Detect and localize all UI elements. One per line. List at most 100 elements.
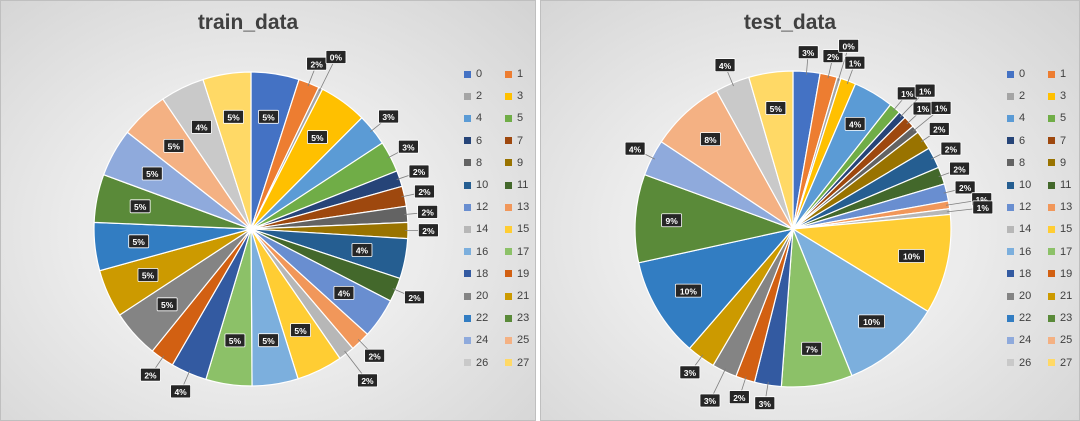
legend-entry-27: 27 <box>505 356 529 370</box>
data-label-box <box>679 365 701 380</box>
pie-data-labels: 5% 2% 0% 5% 3% 3% 2% 2% 2% 2% 4% 2% 4% 2% 2% 5% 5% 5% 4% 2%… <box>128 50 439 399</box>
legend-swatch <box>464 70 471 78</box>
legend-swatch <box>505 137 512 145</box>
data-label-box <box>930 100 952 115</box>
legend-swatch <box>1007 92 1014 100</box>
legend-entry-1: 1 <box>505 67 523 81</box>
legend-swatch <box>505 70 512 78</box>
legend-label: 24 <box>476 334 489 347</box>
legend-entry-14: 14 <box>1007 222 1031 236</box>
train-data-chart-panel: train_data 5% 2% 0% 5% 3% 3% 2% 2% 2% 2% 4% 2% 4% 2% 2… <box>0 0 536 421</box>
data-label-box <box>844 55 866 70</box>
data-label-box <box>954 180 976 195</box>
data-label-22: 10% <box>680 286 697 296</box>
legend-label: 4 <box>476 112 483 125</box>
legend-label: 21 <box>517 290 530 302</box>
legend-label: 1 <box>1060 68 1067 80</box>
legend-entry-19: 19 <box>505 267 529 281</box>
legend-label: 15 <box>517 223 530 236</box>
legend-swatch <box>1007 203 1014 211</box>
legend-swatch <box>505 203 512 211</box>
pie-slice-15 <box>791 213 952 313</box>
legend-entry-4: 4 <box>1007 111 1025 125</box>
legend-swatch <box>1007 181 1014 189</box>
legend-label: 22 <box>476 312 489 325</box>
legend-entry-22: 22 <box>1007 311 1031 325</box>
legend-label: 25 <box>517 334 530 347</box>
data-label-5: 3% <box>402 142 415 152</box>
legend-entry-27: 27 <box>1048 356 1072 370</box>
legend-label: 18 <box>1019 267 1032 280</box>
data-label-box <box>414 184 435 199</box>
legend-entry-16: 16 <box>1007 245 1031 259</box>
data-label-12: 2% <box>959 183 972 193</box>
legend-label: 16 <box>1019 245 1032 258</box>
legend-swatch <box>505 159 512 167</box>
data-label-box <box>258 333 279 348</box>
legend-label: 11 <box>517 179 529 191</box>
legend-label: 5 <box>517 112 524 125</box>
data-label-box <box>801 341 823 356</box>
legend-label: 15 <box>1060 223 1073 236</box>
legend-label: 2 <box>476 90 483 103</box>
data-label-box <box>858 314 885 329</box>
legend-label: 26 <box>476 356 489 369</box>
legend-label: 6 <box>476 134 483 147</box>
pie-data-labels: 3% 2%0%1%4%1% 1%1% 1%2%2%2%2%1%1%10%10%7%3%… <box>624 38 994 411</box>
legend-swatch <box>1007 70 1014 78</box>
legend-entry-17: 17 <box>1048 245 1072 259</box>
legend-label: 8 <box>476 156 483 169</box>
legend-entry-12: 12 <box>464 200 488 214</box>
legend-swatch <box>1048 137 1055 145</box>
legend-entry-5: 5 <box>1048 111 1066 125</box>
legend-entry-0: 0 <box>1007 67 1025 81</box>
legend-swatch <box>464 225 471 233</box>
legend-swatch <box>505 114 512 122</box>
data-label-25: 8% <box>704 135 717 145</box>
legend-entry-6: 6 <box>464 134 482 148</box>
legend-swatch <box>1048 336 1055 344</box>
legend-swatch <box>464 336 471 344</box>
legend-entry-18: 18 <box>464 267 488 281</box>
legend-entry-23: 23 <box>505 311 529 325</box>
legend-label: 22 <box>1019 312 1032 325</box>
chart-title: train_data <box>197 11 299 34</box>
data-label-5: 1% <box>901 89 914 99</box>
data-label-box <box>128 234 150 249</box>
data-label-box <box>765 101 787 115</box>
data-label-16: 10% <box>863 317 880 327</box>
legend-entry-13: 13 <box>1048 200 1072 214</box>
data-label-19: 2% <box>733 393 746 403</box>
legend-label: 16 <box>476 245 489 258</box>
legend-entry-7: 7 <box>505 134 523 148</box>
legend-entry-2: 2 <box>464 89 482 103</box>
pie-slice-23 <box>634 173 796 264</box>
legend-entry-13: 13 <box>505 200 529 214</box>
legend-swatch <box>464 359 471 367</box>
legend-entry-6: 6 <box>1007 134 1025 148</box>
data-label-14: 1% <box>977 203 990 213</box>
data-label-15: 5% <box>294 326 307 336</box>
data-label-17: 7% <box>806 344 819 354</box>
data-label-2: 0% <box>330 53 343 63</box>
legend-swatch <box>1048 159 1055 167</box>
pie-slice-16 <box>791 227 929 377</box>
legend-entry-23: 23 <box>1048 311 1072 325</box>
legend-entry-25: 25 <box>1048 333 1072 347</box>
legend-swatch <box>1007 137 1014 145</box>
legend-label: 3 <box>1060 90 1067 103</box>
legend-entry-15: 15 <box>1048 222 1072 236</box>
data-label-box <box>333 285 355 300</box>
legend-label: 20 <box>476 290 489 302</box>
data-label-1: 2% <box>827 52 840 62</box>
data-label-box <box>624 141 646 156</box>
data-label-21: 3% <box>684 368 697 378</box>
legend-entry-8: 8 <box>464 156 482 170</box>
data-label-11: 2% <box>408 293 421 303</box>
legend-swatch <box>1048 270 1055 278</box>
pie-slices <box>634 70 952 388</box>
data-label-12: 4% <box>338 289 351 299</box>
legend-label: 24 <box>1019 334 1032 347</box>
legend-entry-25: 25 <box>505 333 529 347</box>
